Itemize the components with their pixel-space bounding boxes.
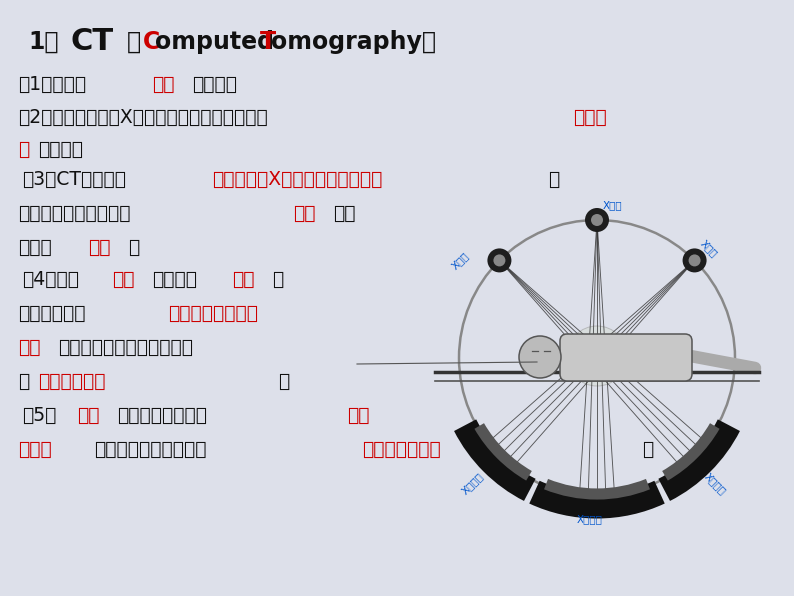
Text: 测量: 测量 <box>112 270 134 289</box>
Text: 不同，用灵敏度极高的: 不同，用灵敏度极高的 <box>18 204 130 223</box>
Circle shape <box>488 249 511 272</box>
Text: 所获取的: 所获取的 <box>152 270 197 289</box>
Text: 仪器: 仪器 <box>293 204 315 223</box>
Text: 能清楚地显示器官: 能清楚地显示器官 <box>117 406 207 425</box>
Text: 测量: 测量 <box>88 238 110 257</box>
Text: X探测器: X探测器 <box>703 471 728 496</box>
Text: 数学结: 数学结 <box>573 108 607 127</box>
Text: 断层: 断层 <box>152 75 175 94</box>
Text: X光管: X光管 <box>699 238 719 259</box>
Text: CT: CT <box>70 27 113 56</box>
FancyBboxPatch shape <box>560 334 692 381</box>
Text: （: （ <box>127 30 141 54</box>
Text: 的: 的 <box>548 170 559 189</box>
Text: ，就可得到人体被检查部位: ，就可得到人体被检查部位 <box>58 338 193 357</box>
Text: 的产物．: 的产物． <box>38 140 83 159</box>
Text: X光管: X光管 <box>449 250 470 271</box>
Text: ，因此，被广泛应用于: ，因此，被广泛应用于 <box>94 440 206 459</box>
Text: 处理: 处理 <box>18 338 40 357</box>
Text: 对人: 对人 <box>333 204 356 223</box>
Text: 不同组织对X射线的吸收与透过率: 不同组织对X射线的吸收与透过率 <box>212 170 383 189</box>
Text: omography）: omography） <box>271 30 436 54</box>
Text: 体进行: 体进行 <box>18 238 52 257</box>
Text: X光管: X光管 <box>603 200 622 210</box>
Text: 1．: 1． <box>28 30 59 54</box>
Text: C: C <box>143 30 160 54</box>
Text: T: T <box>260 30 276 54</box>
Circle shape <box>683 249 707 272</box>
Circle shape <box>591 214 603 226</box>
Text: （1）计算机: （1）计算机 <box>18 75 86 94</box>
Text: 输: 输 <box>272 270 283 289</box>
Text: X探测器: X探测器 <box>460 471 485 496</box>
Circle shape <box>585 208 609 232</box>
Text: 各断层的图象: 各断层的图象 <box>38 372 106 391</box>
Circle shape <box>493 254 506 266</box>
Text: ．: ． <box>642 440 653 459</box>
Text: 数据: 数据 <box>232 270 255 289</box>
Circle shape <box>519 336 561 378</box>
Text: 扫描技术: 扫描技术 <box>192 75 237 94</box>
Text: ．: ． <box>128 238 139 257</box>
Text: ．: ． <box>278 372 289 391</box>
Text: 合: 合 <box>18 140 29 159</box>
Text: 图象: 图象 <box>77 406 99 425</box>
Text: （5）: （5） <box>22 406 56 425</box>
Text: 入计算机，由: 入计算机，由 <box>18 304 86 323</box>
Text: （4）它将: （4）它将 <box>22 270 79 289</box>
Text: 计算机对数据进行: 计算机对数据进行 <box>168 304 258 323</box>
Text: 是否: 是否 <box>347 406 369 425</box>
Text: 的: 的 <box>18 372 29 391</box>
Circle shape <box>567 326 627 386</box>
Text: omputed: omputed <box>155 30 282 54</box>
Circle shape <box>688 254 700 266</box>
Text: （2）它是计算机，X射线成像，电子机械技术与: （2）它是计算机，X射线成像，电子机械技术与 <box>18 108 268 127</box>
Text: 医学诊断、治疗: 医学诊断、治疗 <box>362 440 441 459</box>
Text: X探测器: X探测器 <box>577 514 603 524</box>
Text: 有病变: 有病变 <box>18 440 52 459</box>
Text: （3）CT根据人体: （3）CT根据人体 <box>22 170 126 189</box>
